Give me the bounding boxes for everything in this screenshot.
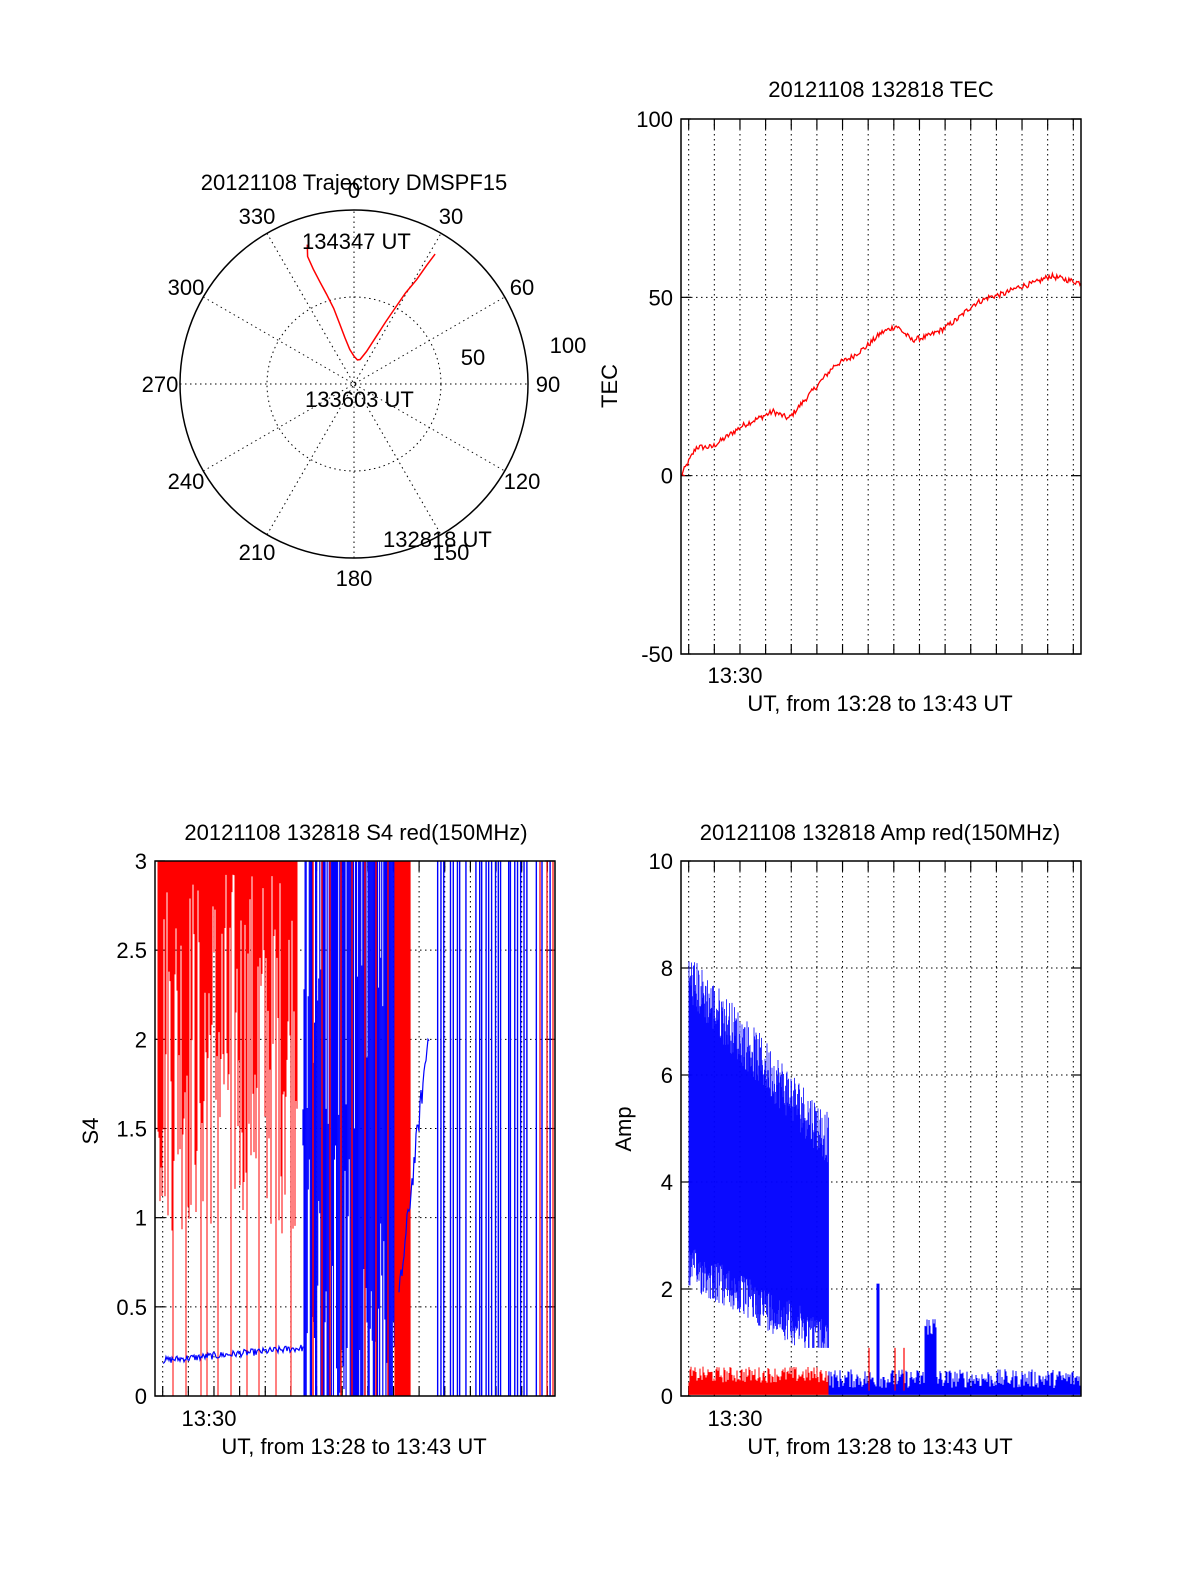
s4-ytick-label-5: 2.5: [116, 938, 147, 963]
s4-x-axis-label: UT, from 13:28 to 13:43 UT: [221, 1434, 486, 1459]
polar-angle-label-0: 0: [348, 178, 360, 203]
s4-ytick-label-2: 1: [135, 1206, 147, 1231]
tec-y-axis-label: TEC: [597, 364, 622, 408]
tec-chart: 20121108 132818 TEC -50 0 50 100 13:30 UT, …: [597, 77, 1082, 716]
polar-annotation-mid: 133603 UT: [305, 387, 414, 412]
polar-angle-label-240: 240: [168, 469, 205, 494]
s4-ytick-label-4: 2: [135, 1027, 147, 1052]
polar-angle-label-90: 90: [536, 372, 560, 397]
polar-angle-label-210: 210: [239, 540, 276, 565]
amp-series-marks: [688, 961, 1081, 1395]
s4-ytick-label-3: 1.5: [116, 1117, 147, 1142]
tec-frame: [680, 118, 1082, 655]
s4-y-axis-label: S4: [78, 1118, 103, 1145]
amp-ytick-label-3: 6: [661, 1063, 673, 1088]
amp-x-tick-label: 13:30: [707, 1406, 762, 1431]
s4-series-marks: [157, 861, 554, 1396]
polar-title: 20121108 Trajectory DMSPF15: [201, 170, 508, 195]
polar-angle-label-120: 120: [504, 469, 541, 494]
tec-title: 20121108 132818 TEC: [768, 77, 994, 102]
amp-chart: 20121108 132818 Amp red(150MHz) 0246810 …: [611, 820, 1082, 1459]
polar-angle-label-150: 150: [433, 540, 470, 565]
s4-ytick-label-0: 0: [135, 1384, 147, 1409]
polar-spoke-60: [203, 296, 505, 472]
amp-x-axis-label: UT, from 13:28 to 13:43 UT: [747, 1434, 1012, 1459]
polar-angle-label-30: 30: [439, 204, 463, 229]
polar-trajectory-line: [306, 244, 436, 361]
tec-grid: [681, 118, 1081, 655]
amp-y-tick-labels: 0 2 4 6 8 10: [649, 849, 673, 1409]
tec-x-tick-label: 13:30: [707, 663, 762, 688]
tec-series-line: [681, 271, 1082, 477]
amp-ytick-label-2: 4: [661, 1170, 673, 1195]
s4-ytick-label-1: 0.5: [116, 1295, 147, 1320]
amp-ytick-label-1: 2: [661, 1277, 673, 1302]
s4-x-tick-label: 13:30: [181, 1406, 236, 1431]
tec-y-tick-labels: -50 0 50 100: [636, 107, 673, 667]
polar-angle-label-270: 270: [142, 372, 179, 397]
polar-angle-label-180: 180: [336, 566, 373, 591]
polar-spoke-30: [266, 233, 442, 535]
polar-grid: [179, 209, 529, 559]
polar-angle-label-300: 300: [168, 275, 205, 300]
s4-ytick-label-6: 3: [135, 849, 147, 874]
s4-y-tick-labels: 0 0.5 1 1.5 2 2.5 3: [116, 849, 147, 1409]
s4-blue-curve: [398, 1037, 430, 1293]
amp-title: 20121108 132818 Amp red(150MHz): [700, 820, 1060, 845]
polar-ring-50: [266, 296, 442, 472]
tec-x-axis-label: UT, from 13:28 to 13:43 UT: [747, 691, 1012, 716]
tec-ytick-label-2: 50: [649, 285, 673, 310]
amp-ytick-label-5: 10: [649, 849, 673, 874]
s4-blue-trace: [162, 1344, 304, 1364]
s4-frame: [154, 860, 556, 1397]
s4-title: 20121108 132818 S4 red(150MHz): [184, 820, 527, 845]
polar-radial-label-50: 50: [461, 345, 485, 370]
s4-chart: 20121108 132818 S4 red(150MHz) 0 0.5 1 1.5 2…: [78, 820, 556, 1459]
polar-spoke-150: [266, 233, 442, 535]
polar-chart: 20121108 Trajectory DMSPF15 0 30 60 90 120 15…: [142, 170, 587, 591]
amp-frame: [680, 860, 1082, 1397]
tec-ytick-label-3: 100: [636, 107, 673, 132]
polar-angle-label-330: 330: [239, 204, 276, 229]
amp-ytick-label-4: 8: [661, 956, 673, 981]
amp-y-axis-label: Amp: [611, 1106, 636, 1151]
polar-spoke-120: [203, 296, 505, 472]
amp-ytick-label-0: 0: [661, 1384, 673, 1409]
polar-radial-label-100: 100: [550, 333, 587, 358]
tec-ytick-label-1: 0: [661, 464, 673, 489]
polar-angle-labels: 0 30 60 90 120 150 180 210 240 270 300 330: [142, 178, 561, 591]
tec-ytick-label-0: -50: [641, 642, 673, 667]
polar-annotation-end: 134347 UT: [302, 229, 411, 254]
polar-angle-label-60: 60: [510, 275, 534, 300]
polar-annotation-start: 132818 UT: [383, 527, 492, 552]
